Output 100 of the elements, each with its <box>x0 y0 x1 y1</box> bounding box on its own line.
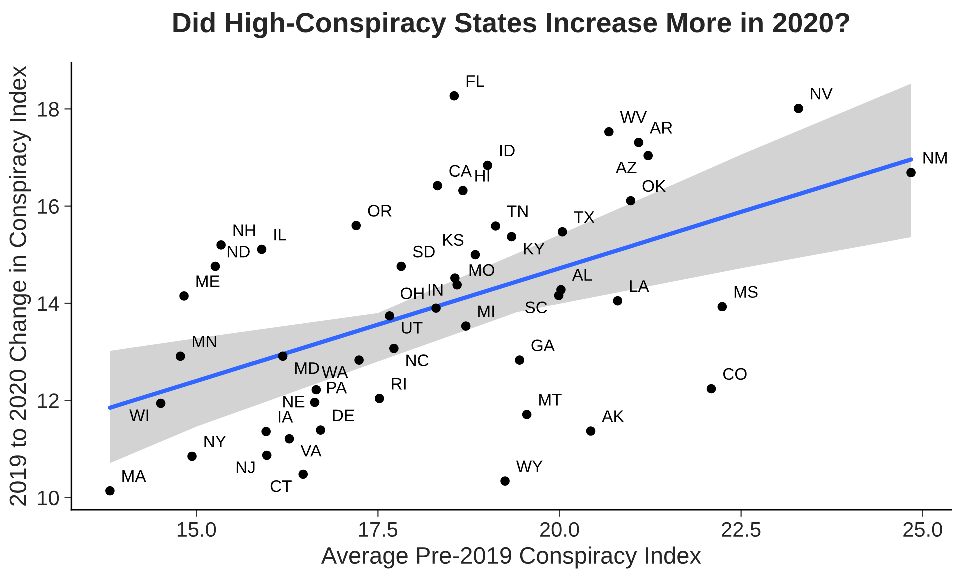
point <box>500 476 510 486</box>
data-label: WI <box>130 410 148 422</box>
point <box>554 291 564 300</box>
point <box>188 452 197 462</box>
point <box>390 344 399 354</box>
y-axis-title: 2019 to 2020 Change in Conspiracy Index <box>9 66 32 506</box>
data-label: KS <box>444 234 464 246</box>
point <box>794 104 804 114</box>
point <box>522 410 532 420</box>
point <box>257 244 267 254</box>
x-tick-label: 17.5 <box>360 522 398 538</box>
point <box>458 186 468 196</box>
data-label: OK <box>642 180 666 192</box>
point <box>210 262 220 272</box>
point <box>176 352 186 362</box>
point <box>634 138 644 148</box>
point <box>396 262 406 272</box>
data-label: MI <box>478 306 494 318</box>
x-tick-label: 15.0 <box>178 522 216 538</box>
x-tick-label: 22.5 <box>722 522 761 538</box>
data-label: MN <box>193 336 216 348</box>
data-label: CA <box>450 165 472 178</box>
y-tick-label: 18 <box>38 102 59 117</box>
point <box>718 302 728 312</box>
point <box>310 398 320 408</box>
data-label: HI <box>476 170 490 182</box>
point <box>483 160 493 170</box>
point <box>156 398 166 408</box>
x-tick-label: 20.0 <box>540 522 580 538</box>
data-label: AK <box>602 410 624 422</box>
data-label: SD <box>413 246 435 258</box>
data-label: OR <box>368 205 392 217</box>
point <box>706 384 716 394</box>
data-label: OH <box>400 288 424 300</box>
data-label: WY <box>516 460 543 472</box>
data-label: IN <box>428 284 443 296</box>
data-label: ME <box>196 276 220 288</box>
point <box>461 322 471 331</box>
point <box>452 280 462 290</box>
data-label: KY <box>524 243 545 255</box>
data-label: MA <box>122 470 146 482</box>
point <box>385 311 394 321</box>
point <box>278 352 288 362</box>
point <box>906 168 916 178</box>
point <box>284 434 294 444</box>
data-label: SC <box>526 302 548 314</box>
point <box>626 196 636 206</box>
y-tick-label: 10 <box>38 490 60 506</box>
x-axis-title: Average Pre-2019 Conspiracy Index <box>321 546 702 569</box>
point <box>262 450 272 460</box>
data-label: TX <box>574 212 595 224</box>
data-label: TN <box>507 206 528 218</box>
data-label: LA <box>630 280 650 292</box>
point <box>216 240 226 250</box>
data-label: VA <box>300 445 322 457</box>
data-label: MO <box>470 264 495 276</box>
data-label: NE <box>284 396 305 408</box>
data-label: NV <box>811 88 833 100</box>
data-label: WV <box>620 112 648 123</box>
data-label: NH <box>234 224 256 236</box>
data-label: IA <box>278 411 294 423</box>
data-label: NJ <box>236 462 255 474</box>
point <box>312 385 322 395</box>
data-label: NM <box>924 152 947 164</box>
data-label: MD <box>296 362 320 374</box>
point <box>470 250 480 260</box>
data-label: ND <box>228 246 250 258</box>
y-tick-label: 14 <box>38 296 60 312</box>
data-label: CO <box>724 368 747 380</box>
y-tick-label: 16 <box>38 199 59 214</box>
data-label: GA <box>532 340 555 352</box>
point <box>507 232 516 242</box>
point <box>262 427 271 436</box>
point <box>298 470 308 480</box>
chart-title: Did High-Conspiracy States Increase More in 2020? <box>174 12 850 38</box>
point <box>450 91 460 101</box>
point <box>515 356 524 365</box>
point <box>180 292 189 301</box>
point <box>354 356 364 365</box>
data-label: NC <box>406 354 429 366</box>
x-tick-label: 25.0 <box>904 522 942 538</box>
point <box>433 181 442 191</box>
data-label: IL <box>274 229 286 241</box>
point <box>106 486 115 496</box>
point <box>644 151 654 160</box>
data-label: AL <box>572 269 592 281</box>
point <box>316 426 326 435</box>
data-label: AZ <box>616 162 637 174</box>
point <box>432 304 441 314</box>
point <box>604 127 614 137</box>
data-label: WA <box>322 366 348 378</box>
y-tick-label: 12 <box>38 394 59 408</box>
point <box>586 426 596 436</box>
data-label: PA <box>327 382 348 394</box>
data-label: MT <box>540 394 562 406</box>
point <box>352 221 362 230</box>
data-label: NY <box>204 436 226 448</box>
data-label: RI <box>392 378 406 390</box>
data-label: FL <box>466 76 484 88</box>
line-series <box>108 158 914 410</box>
